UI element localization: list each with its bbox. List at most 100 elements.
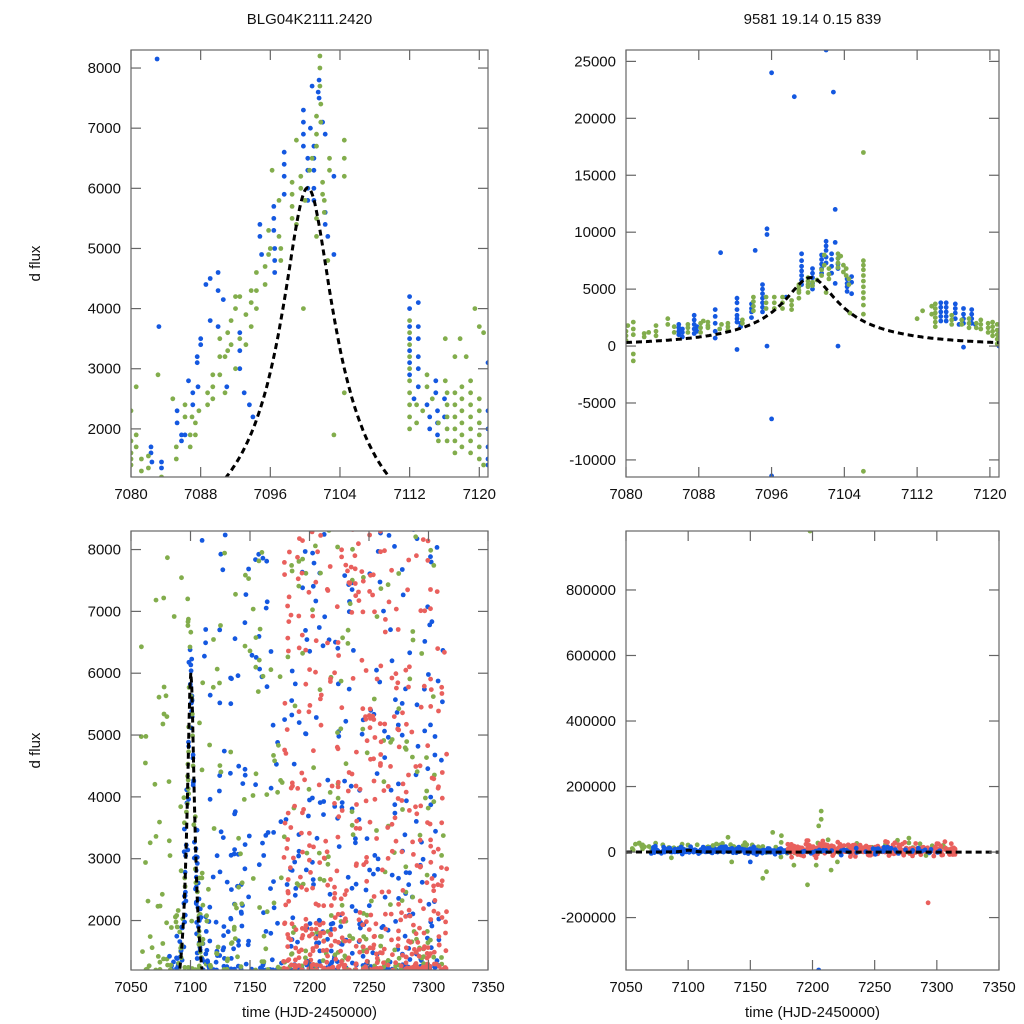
data-point-blue — [188, 629, 194, 635]
data-point-blue — [426, 672, 431, 677]
data-point-red — [286, 898, 292, 904]
data-point-green — [424, 788, 430, 794]
data-point-red — [377, 721, 383, 727]
data-point-blue — [164, 992, 169, 997]
data-point-blue — [943, 300, 949, 306]
data-point-green — [431, 799, 437, 805]
data-point-green — [990, 333, 995, 339]
data-point-green — [257, 905, 262, 910]
data-point-green — [985, 330, 991, 335]
data-point-red — [848, 854, 853, 859]
data-point-blue — [186, 378, 191, 384]
data-point-red — [316, 902, 321, 908]
data-point-blue — [257, 666, 262, 672]
data-point-blue — [395, 722, 401, 728]
data-point-red — [386, 599, 392, 605]
data-point-red — [425, 558, 431, 563]
data-point-red — [353, 967, 359, 970]
data-point-green — [335, 795, 341, 801]
data-point-green — [347, 933, 352, 939]
data-point-green — [717, 326, 723, 332]
data-point-green — [321, 210, 327, 215]
data-point-green — [861, 278, 866, 284]
data-point-red — [364, 855, 369, 860]
data-point-blue — [198, 1013, 203, 1018]
data-point-green — [719, 322, 724, 327]
data-point-green — [267, 246, 273, 251]
data-point-green — [168, 962, 174, 968]
y-tick-label: 5000 — [88, 240, 121, 257]
data-point-green — [452, 426, 458, 432]
data-point-red — [346, 938, 352, 944]
data-point-blue — [261, 910, 266, 916]
data-point-red — [428, 687, 434, 692]
data-point-red — [421, 683, 427, 689]
data-point-green — [349, 822, 355, 828]
data-point-red — [317, 933, 323, 939]
data-point-blue — [301, 107, 306, 113]
data-point-green — [407, 426, 412, 432]
data-point-red — [406, 938, 412, 944]
data-point-green — [646, 330, 652, 335]
data-point-green — [671, 324, 677, 330]
x-tick-label: 7112 — [901, 486, 933, 503]
data-point-green — [222, 354, 228, 360]
data-point-green — [929, 303, 935, 309]
data-point-green — [196, 942, 202, 947]
data-point-blue — [210, 973, 215, 978]
data-point-red — [372, 735, 378, 740]
data-point-red — [417, 898, 423, 904]
data-point-blue — [402, 832, 408, 838]
x-tick-label: 7100 — [174, 979, 207, 996]
data-point-red — [313, 920, 319, 926]
data-point-red — [413, 931, 419, 937]
data-point-green — [414, 420, 419, 426]
data-point-green — [207, 742, 213, 748]
data-point-green — [185, 596, 191, 602]
data-point-red — [341, 919, 347, 924]
data-point-green — [700, 318, 706, 324]
data-point-blue — [303, 731, 309, 737]
data-points — [138, 531, 450, 1021]
data-point-green — [407, 402, 412, 408]
data-point-green — [306, 786, 312, 792]
data-point-red — [300, 538, 305, 543]
data-point-blue — [217, 700, 223, 706]
data-point-red — [299, 967, 304, 970]
plot-frame — [625, 530, 1000, 971]
data-point-red — [321, 855, 327, 861]
data-point-blue — [171, 974, 176, 979]
data-point-blue — [322, 131, 328, 137]
data-point-blue — [310, 550, 315, 556]
data-point-red — [395, 936, 401, 942]
data-point-blue — [764, 343, 770, 349]
data-point-red — [403, 954, 409, 960]
data-point-red — [314, 967, 320, 970]
data-point-blue — [209, 1016, 214, 1021]
data-point-blue — [256, 862, 262, 868]
data-point-blue — [393, 919, 398, 924]
data-point-blue — [176, 996, 181, 1001]
data-point-green — [966, 320, 972, 326]
data-point-green — [407, 318, 412, 323]
data-point-blue — [289, 668, 295, 674]
data-point-green — [350, 832, 356, 838]
data-point-green — [630, 358, 636, 364]
data-point-blue — [321, 532, 327, 537]
data-point-green — [949, 322, 955, 327]
data-point-green — [338, 678, 344, 684]
data-point-red — [299, 632, 305, 638]
data-point-red — [426, 953, 432, 959]
data-point-blue — [315, 89, 321, 95]
data-point-green — [388, 902, 393, 907]
data-point-green — [742, 840, 748, 846]
data-point-green — [440, 833, 446, 838]
data-point-red — [286, 594, 292, 600]
data-point-red — [435, 646, 441, 651]
data-point-red — [289, 921, 295, 927]
data-point-red — [415, 939, 421, 945]
data-point-blue — [366, 903, 372, 909]
data-point-red — [913, 841, 919, 846]
data-point-green — [630, 332, 636, 338]
data-point-red — [335, 779, 341, 785]
